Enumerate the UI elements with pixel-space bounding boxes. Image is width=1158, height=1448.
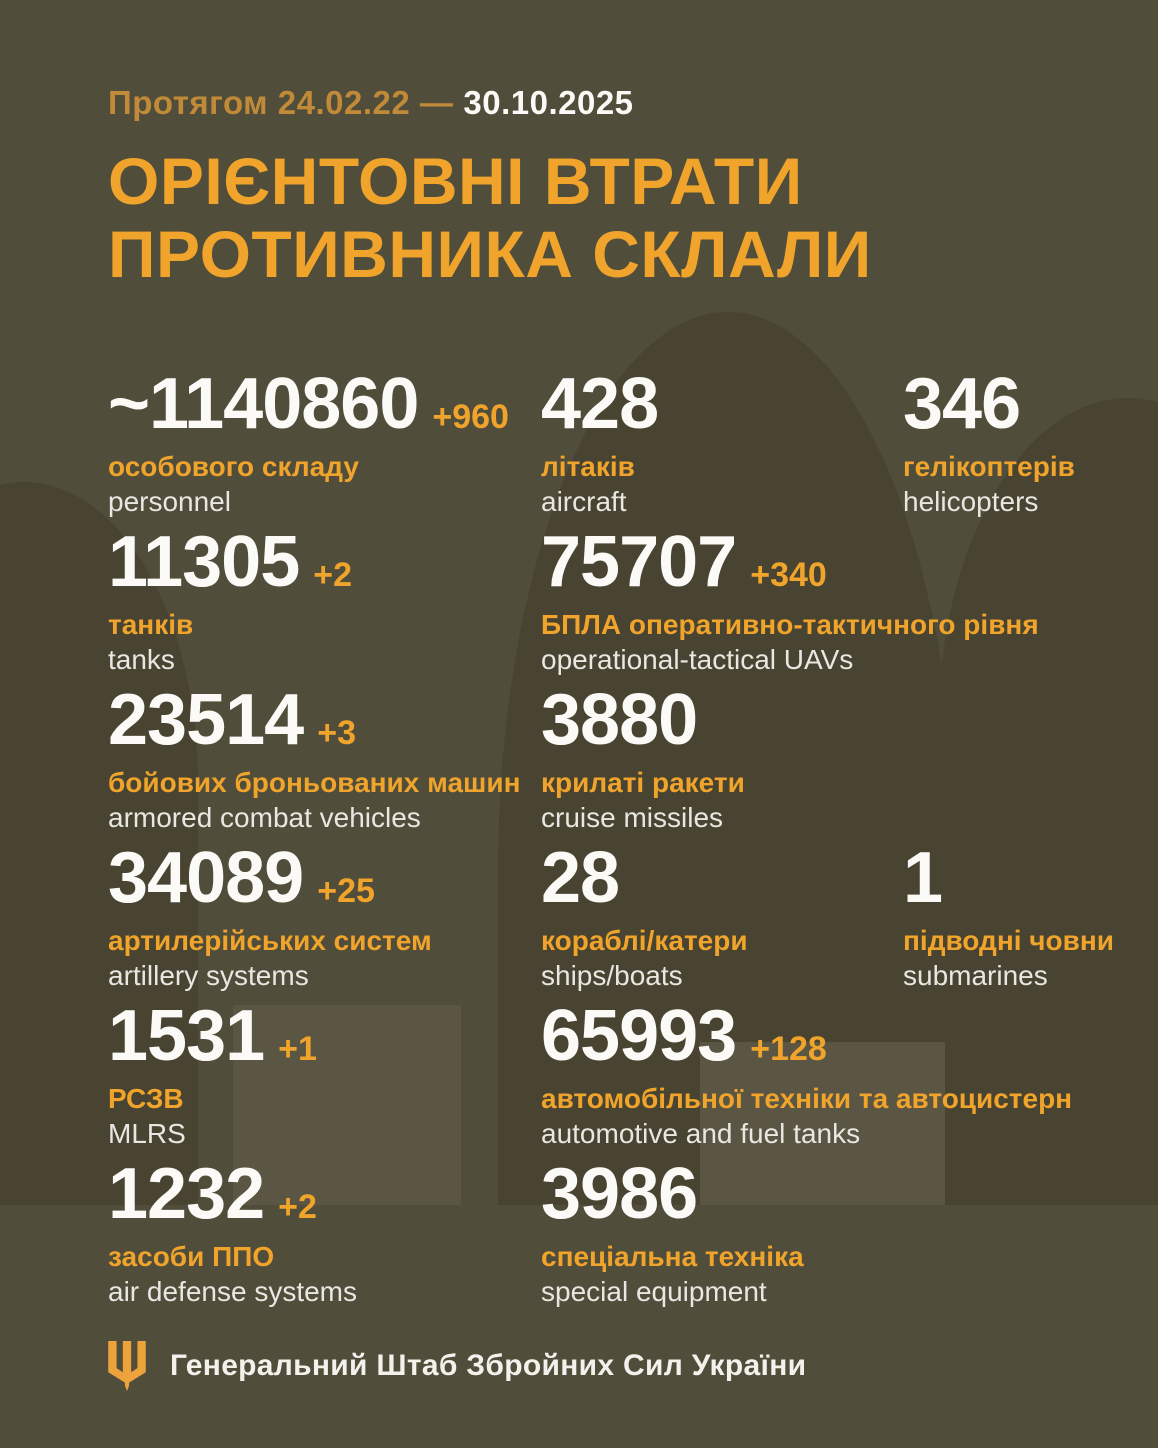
stat-item: 28 кораблі/катери ships/boats — [541, 826, 1128, 991]
stat-label-ukrainian: крилаті ракети — [541, 767, 745, 798]
stat-item: ~1140860 +960 особового складу personnel — [108, 352, 541, 517]
stat-label-ukrainian: особового складу — [108, 451, 359, 482]
stat-label-ukrainian: РСЗВ — [108, 1083, 184, 1114]
stat-number-row: 1232 +2 — [108, 1156, 541, 1232]
stat-number-row: 23514 +3 — [108, 682, 541, 758]
stat-label-ukrainian: БПЛА оперативно-тактичного рівня — [541, 609, 1039, 640]
stat-label-ukrainian: артилерійських систем — [108, 925, 432, 956]
background-band-right — [700, 1042, 945, 1205]
stat-label-english: cruise missiles — [541, 802, 724, 833]
stat-daily-increment: +340 — [750, 556, 827, 594]
stat-label-english: operational-tactical UAVs — [541, 644, 854, 675]
stat-total-value: 3880 — [541, 680, 698, 760]
stat-label-english: ships/boats — [541, 960, 683, 991]
stat-item: 3986 спеціальна техніка special equipmen… — [541, 1142, 1128, 1307]
stat-daily-increment: +128 — [750, 1030, 827, 1068]
stat-item: 1232 +2 засоби ППО air defense systems — [108, 1142, 541, 1307]
stat-label-ukrainian: автомобільної техніки та автоцистерн — [541, 1083, 1073, 1114]
stat-daily-increment: +2 — [278, 1188, 317, 1226]
stat-item: 65993 +128 автомобільної техніки та авто… — [541, 984, 1128, 1149]
stat-item: 346 гелікоптерів helicopters — [903, 352, 1128, 517]
page-title: ОРІЄНТОВНІ ВТРАТИ ПРОТИВНИКА СКЛАЛИ — [108, 145, 872, 291]
page-title-line1: ОРІЄНТОВНІ ВТРАТИ — [108, 144, 803, 218]
stat-label-english: MLRS — [108, 1118, 186, 1149]
stat-number-row: 34089 +25 — [108, 840, 541, 916]
stat-total-value: 34089 — [108, 838, 304, 918]
stat-label-english: aircraft — [541, 486, 627, 517]
stat-daily-increment: +1 — [278, 1030, 317, 1068]
stat-item: 75707 +340 БПЛА оперативно-тактичного рі… — [541, 510, 1128, 675]
stat-label-ukrainian: гелікоптерів — [903, 451, 1075, 482]
stat-number-row: 75707 +340 — [541, 524, 1128, 600]
stat-total-value: 75707 — [541, 522, 737, 602]
stat-item: 34089 +25 артилерійських систем artiller… — [108, 826, 541, 991]
shell-silhouette-right — [938, 398, 1158, 1205]
stat-item: 428 літаків aircraft — [541, 352, 1128, 517]
source-attribution: Генеральний Штаб Збройних Сил України — [170, 1349, 807, 1382]
stat-label-ukrainian: бойових броньованих машин — [108, 767, 521, 798]
stat-number-row: 346 — [903, 366, 1128, 442]
stat-total-value: 65993 — [541, 996, 737, 1076]
stat-daily-increment: +960 — [432, 398, 509, 436]
stat-label-ukrainian: кораблі/катери — [541, 925, 748, 956]
stat-total-value: 428 — [541, 364, 659, 444]
stat-label-english: automotive and fuel tanks — [541, 1118, 861, 1149]
stat-label-english: personnel — [108, 486, 231, 517]
stat-number-row: 65993 +128 — [541, 998, 1128, 1074]
stat-number-row: 28 — [541, 840, 1128, 916]
stat-item: 23514 +3 бойових броньованих машин armor… — [108, 668, 541, 833]
period-prefix: Протягом 24.02.22 — — [108, 84, 454, 121]
background-band-left — [233, 1005, 461, 1205]
stat-total-value: 1531 — [108, 996, 265, 1076]
stat-number-row: 3880 — [541, 682, 1128, 758]
stat-total-value: 346 — [903, 364, 1021, 444]
stat-label-english: tanks — [108, 644, 175, 675]
stats-grid: ~1140860 +960 особового складу personnel… — [0, 352, 1158, 1307]
stat-item: 11305 +2 танків tanks — [108, 510, 541, 675]
stat-label-english: submarines — [903, 960, 1048, 991]
stat-item: 1 підводні човни submarines — [903, 826, 1128, 991]
report-period: Протягом 24.02.22 —30.10.2025 — [108, 84, 634, 122]
stat-number-row: 1531 +1 — [108, 998, 541, 1074]
stat-total-value: 11305 — [108, 522, 300, 602]
stat-label-english: special equipment — [541, 1276, 767, 1307]
stat-number-row: 11305 +2 — [108, 524, 541, 600]
stat-total-value: 23514 — [108, 680, 304, 760]
stat-total-value: ~1140860 — [108, 364, 419, 444]
stat-label-english: artillery systems — [108, 960, 309, 991]
stat-number-row: 3986 — [541, 1156, 1128, 1232]
stat-total-value: 28 — [541, 838, 620, 918]
ukraine-trident-icon — [108, 1341, 146, 1391]
stat-label-english: armored combat vehicles — [108, 802, 421, 833]
stat-item: 1531 +1 РСЗВ MLRS — [108, 984, 541, 1149]
stat-total-value: 1232 — [108, 1154, 265, 1234]
stat-label-ukrainian: танків — [108, 609, 194, 640]
stat-daily-increment: +25 — [317, 872, 375, 910]
stat-daily-increment: +2 — [313, 556, 353, 594]
stat-label-english: helicopters — [903, 486, 1039, 517]
stat-total-value: 1 — [903, 838, 943, 918]
stat-number-row: 428 — [541, 366, 1128, 442]
stat-number-row: ~1140860 +960 — [108, 366, 541, 442]
stat-label-english: air defense systems — [108, 1276, 357, 1307]
stat-number-row: 1 — [903, 840, 1128, 916]
stat-label-ukrainian: спеціальна техніка — [541, 1241, 804, 1272]
page-title-line2: ПРОТИВНИКА СКЛАЛИ — [108, 217, 872, 291]
stat-label-ukrainian: літаків — [541, 451, 635, 482]
footer: Генеральний Штаб Збройних Сил України — [108, 1338, 806, 1394]
stat-item: 3880 крилаті ракети cruise missiles — [541, 668, 1128, 833]
stat-daily-increment: +3 — [317, 714, 356, 752]
period-date: 30.10.2025 — [463, 84, 634, 121]
stat-total-value: 3986 — [541, 1154, 698, 1234]
stat-label-ukrainian: підводні човни — [903, 925, 1114, 956]
stat-label-ukrainian: засоби ППО — [108, 1241, 275, 1272]
